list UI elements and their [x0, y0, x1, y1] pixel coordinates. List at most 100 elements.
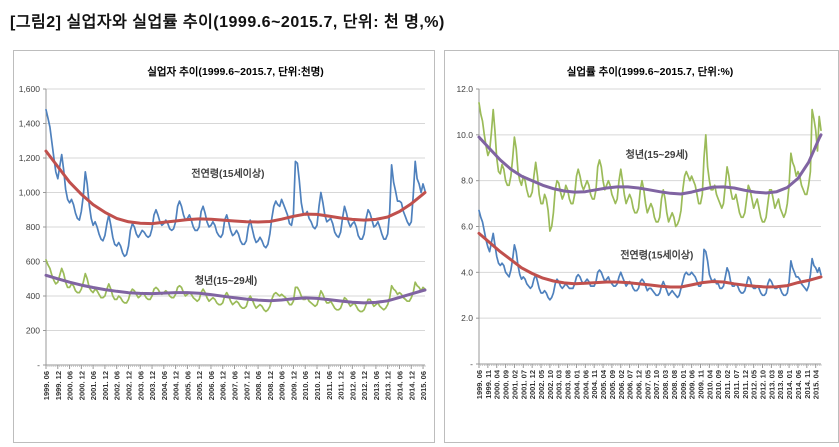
x-axis-label: 2001. 12 — [528, 370, 537, 399]
x-axis-label: 2006. 12 — [634, 370, 643, 399]
y-axis-label: 800 — [26, 222, 40, 232]
x-axis-label: 2005. 04 — [599, 369, 608, 399]
chart-title: 실업자 추이(1999.6~2015.7, 단위:천명) — [147, 65, 324, 78]
x-axis-label: 2005. 12 — [195, 371, 204, 400]
series-line-green — [45, 258, 426, 313]
unemployed-count-chart-panel: 1,600 1,400 1,200 1,000 800 600 400 200 -1999. 0… — [13, 50, 435, 443]
unemployment-rate-chart: 12.010.08.06.04.02.0-1999. 06 1999. 11 200… — [456, 65, 823, 399]
x-axis-label: 2013. 08 — [776, 370, 785, 399]
x-axis-label: 2009. 06 — [688, 370, 697, 399]
x-axis-label: 2011. 07 — [732, 370, 741, 399]
x-axis-label: 2010. 12 — [313, 371, 322, 400]
chart-title: 실업률 추이(1999.6~2015.7, 단위:%) — [567, 65, 734, 78]
x-axis-label: 2008. 03 — [661, 370, 670, 399]
y-axis-label: 200 — [26, 326, 40, 336]
x-axis-label: 2015. 06 — [419, 371, 428, 400]
unemployment-rate-chart-panel: 12.0 10.0 8.0 6.0 4.0 2.0-1999. 06 1999. 11 200… — [444, 50, 839, 443]
x-axis-label: 2004. 12 — [172, 371, 181, 400]
figure-title: [그림2] 실업자와 실업률 추이(1999.6~2015.7, 단위: 천 명… — [10, 14, 445, 31]
x-axis-label: 2007. 05 — [643, 370, 652, 399]
x-axis-label: 2008. 08 — [670, 370, 679, 399]
x-axis-label: 2013. 12 — [384, 371, 393, 400]
x-axis-label: 2003. 08 — [564, 370, 573, 399]
y-axis-label: 1,200 — [19, 153, 41, 163]
x-axis-label: 2007. 10 — [652, 370, 661, 399]
x-axis-label: 2002. 06 — [113, 371, 122, 400]
y-axis-label: - — [470, 359, 473, 369]
y-axis-label: 10.0 — [456, 130, 473, 140]
x-axis-label: 2007. 12 — [242, 371, 251, 400]
y-axis-label: 4.0 — [461, 267, 473, 277]
x-axis-label: 2002. 05 — [537, 370, 546, 399]
y-axis-label: 600 — [26, 257, 40, 267]
x-axis-label: 2011. 06 — [325, 371, 334, 400]
series-annotation: 전연령(15세이상) — [620, 249, 693, 262]
y-axis-label: 12.0 — [456, 84, 473, 94]
trend-line-purple — [477, 133, 823, 196]
trend-line-red — [44, 149, 427, 226]
series-annotation: 청년(15~29세) — [195, 274, 257, 287]
x-axis-label: 2013. 03 — [767, 370, 776, 399]
x-axis-label: 2001. 02 — [510, 370, 519, 399]
trend-line-purple — [44, 273, 427, 305]
y-axis-label: 1,000 — [19, 188, 41, 198]
x-axis-label: 2012. 12 — [360, 371, 369, 400]
y-axis-label: 6.0 — [461, 222, 473, 232]
y-axis-label: - — [37, 360, 40, 370]
x-axis-label: 2004. 06 — [581, 370, 590, 399]
x-axis-label: 2010. 06 — [301, 371, 310, 400]
x-axis-label: 2013. 06 — [372, 371, 381, 400]
x-axis-label: 2011. 02 — [723, 370, 732, 399]
x-axis-label: 2001. 07 — [519, 370, 528, 399]
x-axis-label: 2001. 12 — [101, 371, 110, 400]
y-axis-label: 8.0 — [461, 176, 473, 186]
y-axis-label: 2.0 — [461, 313, 473, 323]
x-axis-label: 1999. 06 — [475, 370, 484, 399]
series-line-blue — [45, 108, 426, 258]
x-axis-label: 2008. 12 — [266, 371, 275, 400]
x-axis-label: 1999. 11 — [484, 370, 493, 399]
series-annotation: 전연령(15세이상) — [191, 167, 264, 180]
x-axis-label: 2015. 04 — [812, 369, 821, 399]
x-axis-label: 2003. 06 — [136, 371, 145, 400]
x-axis-label: 2003. 12 — [148, 371, 157, 400]
x-axis-label: 2012. 05 — [750, 370, 759, 399]
x-axis-label: 2001. 06 — [89, 371, 98, 400]
x-axis-label: 2011. 12 — [337, 371, 346, 400]
series-line-green — [478, 101, 822, 232]
x-axis-label: 2003. 03 — [555, 370, 564, 399]
x-axis-label: 2009. 12 — [289, 371, 298, 400]
x-axis-label: 2014. 06 — [794, 370, 803, 399]
x-axis-label: 2006. 06 — [207, 371, 216, 400]
x-axis-label: 2009. 06 — [278, 371, 287, 400]
unemployed-count-chart: 1,600 1,400 1,200 1,000 800 600 400 200 -1999. 0… — [19, 65, 428, 400]
x-axis-label: 2009. 11 — [697, 370, 706, 399]
x-axis-label: 2011. 12 — [741, 370, 750, 399]
y-axis-label: 400 — [26, 291, 40, 301]
y-axis-label: 1,600 — [19, 84, 41, 94]
x-axis-label: 2000. 04 — [493, 369, 502, 399]
x-axis-label: 1999. 12 — [54, 371, 63, 400]
x-axis-label: 2005. 09 — [608, 370, 617, 399]
x-axis-label: 2014. 11 — [803, 370, 812, 399]
x-axis-label: 2014. 06 — [395, 371, 404, 400]
series-annotation: 청년(15~29세) — [626, 148, 688, 161]
x-axis-label: 2004. 01 — [572, 370, 581, 399]
x-axis-label: 1999. 06 — [42, 371, 51, 400]
x-axis-label: 2004. 11 — [590, 370, 599, 399]
trend-line-red — [477, 231, 823, 289]
x-axis-label: 2009. 01 — [679, 370, 688, 399]
x-axis-label: 2007. 06 — [231, 371, 240, 400]
x-axis-label: 2010. 04 — [705, 369, 714, 399]
x-axis-label: 2010. 09 — [714, 370, 723, 399]
x-axis-label: 2012. 06 — [348, 371, 357, 400]
x-axis-label: 2012. 10 — [759, 370, 768, 399]
x-axis-label: 2014. 12 — [407, 371, 416, 400]
x-axis-label: 2000. 06 — [66, 371, 75, 400]
x-axis-label: 2005. 06 — [183, 371, 192, 400]
x-axis-label: 2002. 12 — [124, 371, 133, 400]
x-axis-label: 2014. 01 — [785, 370, 794, 399]
x-axis-label: 2000. 09 — [502, 370, 511, 399]
y-axis-label: 1,400 — [19, 119, 41, 129]
x-axis-label: 2006. 12 — [219, 371, 228, 400]
